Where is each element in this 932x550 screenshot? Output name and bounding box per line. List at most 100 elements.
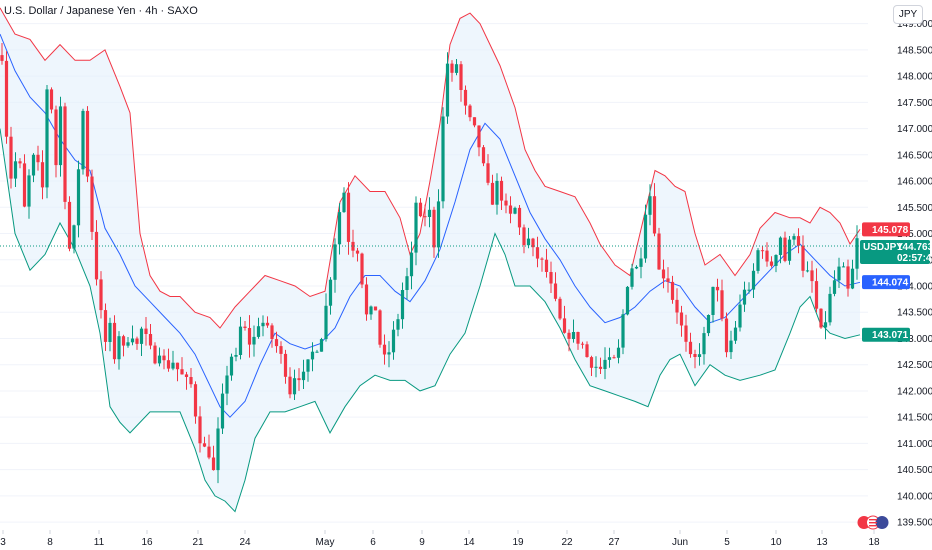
candle-body xyxy=(211,457,216,471)
candle-body xyxy=(607,357,612,360)
candle xyxy=(306,359,310,382)
candle-body xyxy=(315,351,319,353)
candle xyxy=(387,341,391,368)
candle-body xyxy=(832,280,837,294)
candle xyxy=(468,104,472,122)
candle-body xyxy=(135,338,139,344)
candle-body xyxy=(679,312,684,326)
candle-body xyxy=(63,106,67,202)
candle xyxy=(801,235,805,278)
price-axis[interactable]: 139.500 140.000 140.500 141.000 141.500 142.0… xyxy=(868,0,932,550)
candle xyxy=(598,357,603,374)
candle-body xyxy=(504,200,508,206)
candle xyxy=(229,353,234,381)
candle xyxy=(45,85,49,199)
candle-body xyxy=(207,446,211,458)
last-price-tag-bg xyxy=(860,239,930,264)
candle-body xyxy=(720,290,724,319)
candle xyxy=(9,126,13,189)
y-tick-label: 147.000 xyxy=(897,124,932,135)
candle-body xyxy=(697,354,702,357)
candle-body xyxy=(517,207,522,228)
candle-body xyxy=(225,375,229,394)
candle-body xyxy=(328,279,333,306)
upper-band-line xyxy=(0,7,861,329)
time-axis[interactable]: 3 8 11 16 21 24 May 6 9 14 19 22 27 Jun 5 10 13 18 xyxy=(0,530,880,548)
candle-body xyxy=(0,55,4,61)
candle xyxy=(391,321,396,360)
candle xyxy=(256,317,261,339)
candle-body xyxy=(346,192,351,242)
candle-body xyxy=(396,319,400,330)
candle-body xyxy=(94,231,99,280)
candle xyxy=(463,85,468,115)
candle xyxy=(283,349,288,384)
candle-body xyxy=(45,89,49,188)
candle-body xyxy=(112,322,117,360)
x-tick-label: 8 xyxy=(47,537,53,548)
candle-body xyxy=(216,428,220,471)
candle-body xyxy=(301,371,306,381)
candle-body xyxy=(738,304,742,328)
y-tick-label: 146.500 xyxy=(897,150,932,161)
us-flag-icon[interactable] xyxy=(857,515,889,530)
candle-body xyxy=(634,266,639,269)
candle xyxy=(567,329,571,352)
candle-body xyxy=(670,281,675,300)
candle xyxy=(423,204,427,227)
x-tick-label: 3 xyxy=(0,537,6,548)
y-tick-label: 148.500 xyxy=(897,45,932,56)
candle-body xyxy=(351,241,355,251)
candle xyxy=(54,105,58,178)
candle xyxy=(661,259,666,289)
candle xyxy=(697,343,702,366)
candle-body xyxy=(72,225,76,249)
candle xyxy=(621,309,625,355)
candle xyxy=(576,331,580,350)
y-tick-label: 141.000 xyxy=(897,439,932,450)
candle-body xyxy=(184,374,189,377)
upper-band-tag-bg xyxy=(862,222,910,237)
candle xyxy=(733,321,738,344)
candle-body xyxy=(103,310,108,342)
candle xyxy=(81,108,85,175)
y-tick-label: 146.000 xyxy=(897,177,932,188)
candle-body xyxy=(733,327,738,341)
candle-body xyxy=(702,333,706,355)
candle-body xyxy=(625,286,630,315)
candle-body xyxy=(490,182,495,205)
candle xyxy=(846,259,850,297)
candle xyxy=(666,267,670,293)
y-tick-label: 139.500 xyxy=(897,518,932,529)
candle xyxy=(180,357,184,375)
candle-body xyxy=(652,196,657,234)
candle xyxy=(454,59,459,76)
candle-body xyxy=(90,176,94,232)
candle xyxy=(58,96,63,177)
candle xyxy=(436,189,441,258)
candle xyxy=(346,182,351,255)
candle-body xyxy=(598,366,603,369)
candle xyxy=(261,315,265,337)
candle xyxy=(729,330,733,359)
x-tick-label: 16 xyxy=(141,537,153,548)
candle-body xyxy=(531,238,535,248)
candle xyxy=(499,176,504,210)
candle xyxy=(319,337,324,352)
candle-body xyxy=(270,325,274,339)
candle xyxy=(18,158,22,169)
candle xyxy=(310,342,315,372)
candle-body xyxy=(405,276,409,290)
candle xyxy=(211,445,216,471)
candle-body xyxy=(558,298,562,319)
candle xyxy=(108,317,112,352)
currency-button[interactable]: JPY xyxy=(893,5,923,24)
candle-body xyxy=(85,110,90,177)
candle xyxy=(625,286,630,316)
x-tick-label: 13 xyxy=(816,537,828,548)
y-tick-label: 140.500 xyxy=(897,465,932,476)
candle xyxy=(589,355,594,376)
candle xyxy=(162,349,166,370)
candle-body xyxy=(495,180,499,205)
